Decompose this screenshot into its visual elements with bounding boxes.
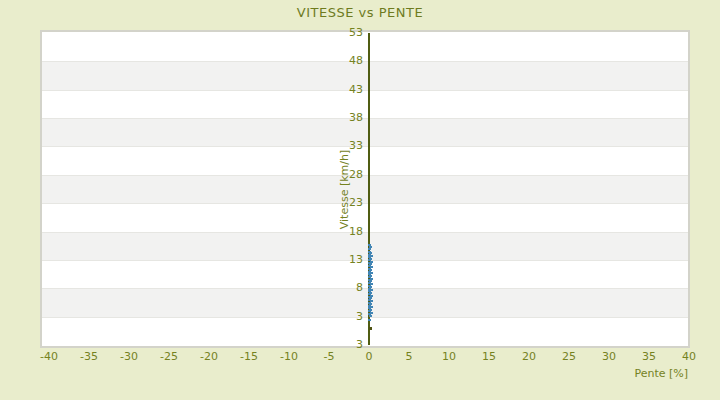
gridline (42, 61, 688, 62)
plot-band (42, 203, 688, 231)
x-tick-label: -35 (69, 350, 109, 363)
gridline (42, 203, 688, 204)
plot-band (42, 118, 688, 146)
gridline (42, 175, 688, 176)
gridline (42, 288, 688, 289)
plot-area: 534843383328231813833 -40-35-30-25-20-15… (40, 30, 690, 348)
plot-band (42, 232, 688, 260)
x-tick-label: 15 (469, 350, 509, 363)
x-tick-label: 35 (629, 350, 669, 363)
x-tick-label: -20 (189, 350, 229, 363)
gridline (42, 317, 688, 318)
plot-band (42, 317, 688, 345)
y-tick-label: 8 (325, 281, 363, 295)
x-tick-label: 30 (589, 350, 629, 363)
scatter-point (369, 315, 372, 317)
x-tick-label: -15 (229, 350, 269, 363)
gridline (42, 232, 688, 233)
y-tick-label: 48 (325, 54, 363, 68)
x-tick-label: -40 (29, 350, 69, 363)
x-axis-title: Pente [%] (568, 367, 688, 380)
gridline (42, 146, 688, 147)
y-tick-label: 53 (325, 26, 363, 40)
x-tick-label: 20 (509, 350, 549, 363)
plot-band (42, 260, 688, 288)
x-tick-label: 10 (429, 350, 469, 363)
plot-band (42, 175, 688, 203)
x-tick-label: 5 (389, 350, 429, 363)
y-tick-label: 43 (325, 83, 363, 97)
y-tick-label: 38 (325, 111, 363, 125)
x-tick-label: 0 (349, 350, 389, 363)
plot-band (42, 90, 688, 118)
plot-band (42, 146, 688, 174)
plot-band (42, 288, 688, 316)
plot-band (42, 61, 688, 89)
plot-band (42, 33, 688, 61)
x-tick-label: -10 (269, 350, 309, 363)
scatter-point-dark (369, 327, 372, 330)
x-tick-label: 25 (549, 350, 589, 363)
gridline (42, 90, 688, 91)
x-tick-label: -5 (309, 350, 349, 363)
chart-title: VITESSE vs PENTE (0, 5, 720, 20)
scatter-point (368, 319, 371, 321)
x-tick-label: -25 (149, 350, 189, 363)
gridline (42, 260, 688, 261)
plot-inner: 534843383328231813833 -40-35-30-25-20-15… (42, 32, 688, 346)
scatter-point (368, 244, 371, 246)
y-axis-title: Vitesse [km/h] (338, 130, 351, 250)
x-tick-label: 40 (669, 350, 709, 363)
y-tick-label: 13 (325, 253, 363, 267)
gridline (42, 118, 688, 119)
y-tick-label: 3 (325, 310, 363, 324)
x-tick-label: -30 (109, 350, 149, 363)
